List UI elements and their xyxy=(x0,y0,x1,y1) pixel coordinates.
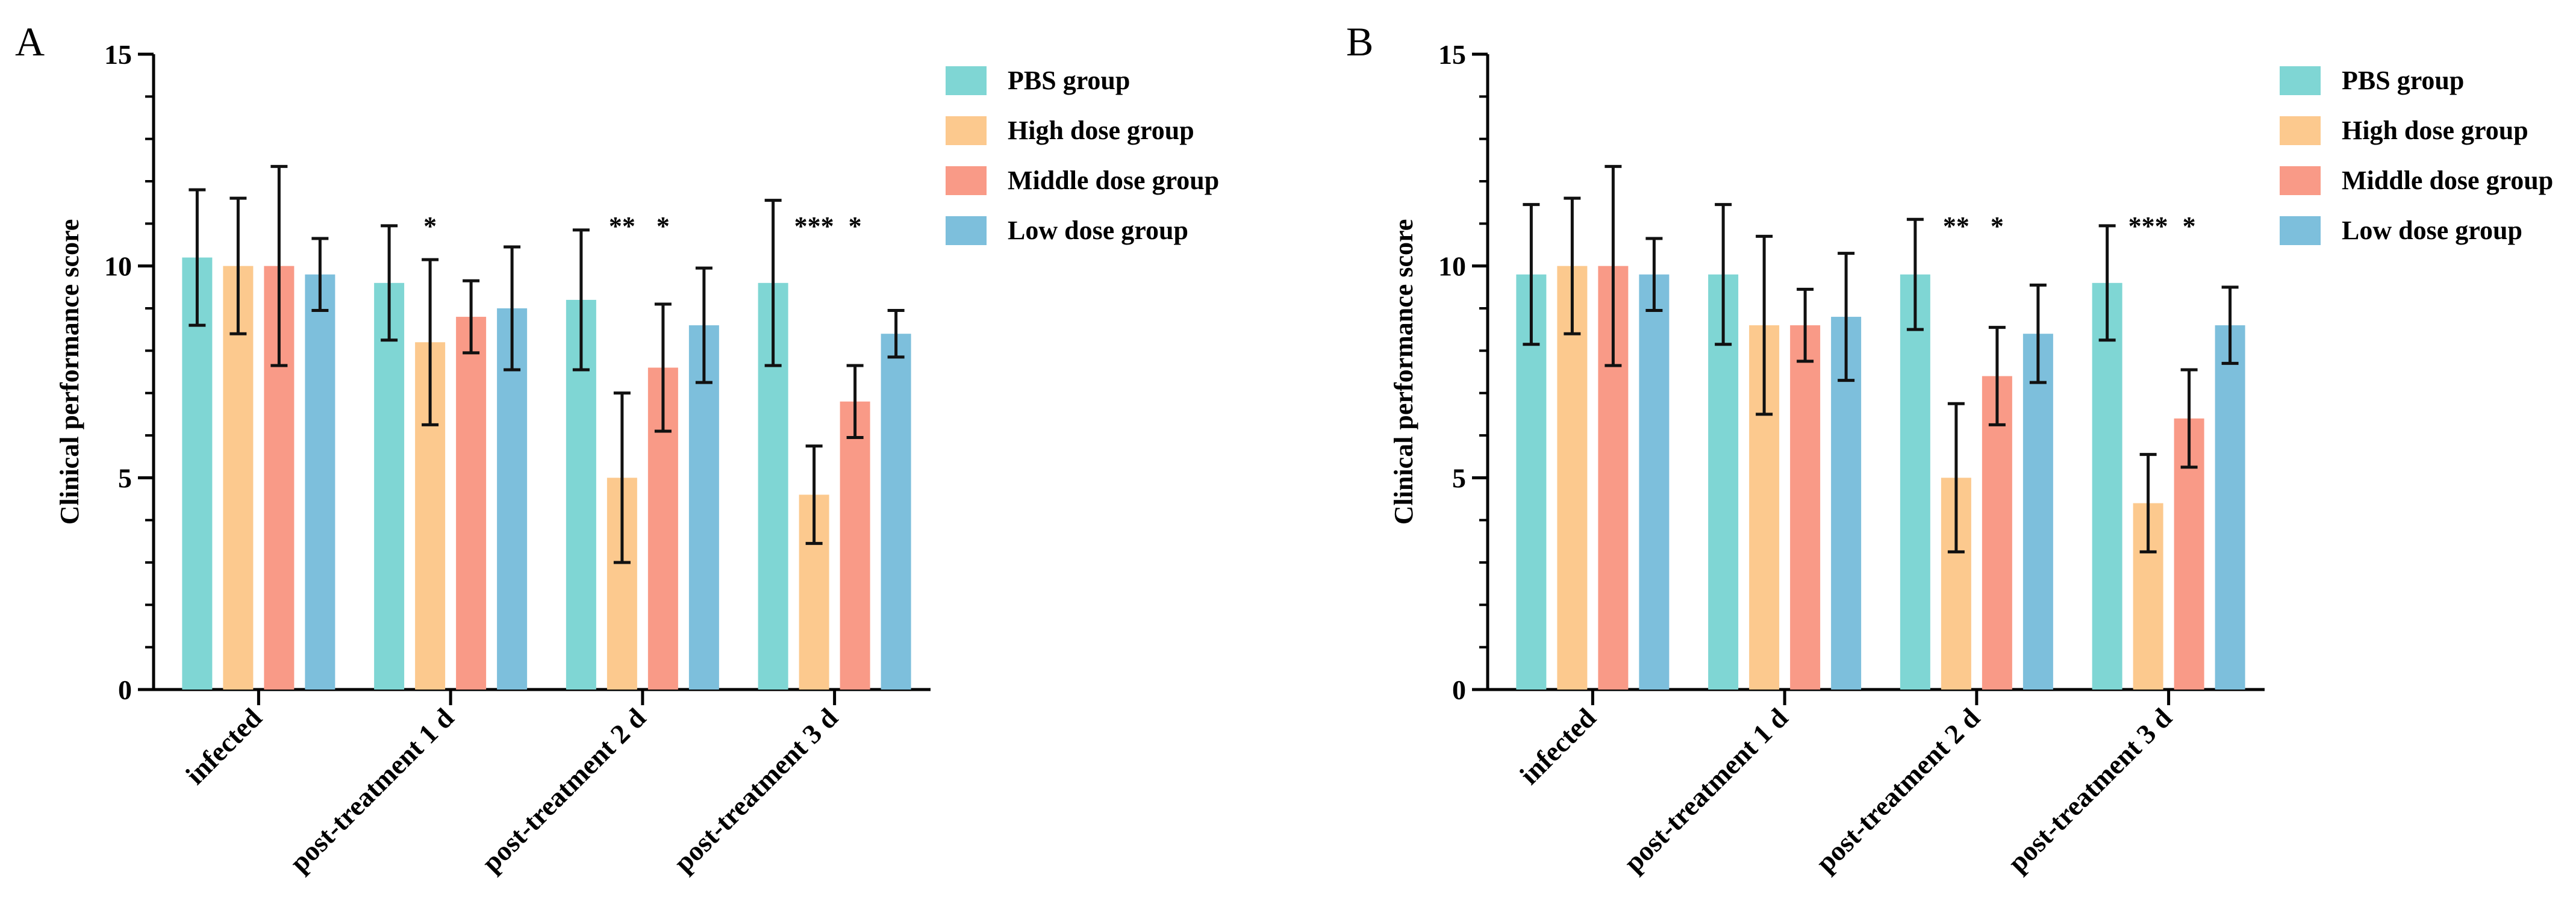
x-category-label: post-treatment 1 d xyxy=(284,702,460,878)
y-tick-label: 5 xyxy=(118,463,132,493)
legend-swatch xyxy=(2280,66,2321,95)
significance-marker: * xyxy=(2183,211,2196,241)
legend-swatch xyxy=(2280,166,2321,195)
significance-marker: * xyxy=(423,211,437,241)
x-category-label: post-treatment 1 d xyxy=(1618,702,1794,878)
x-category-label: infected xyxy=(179,702,268,791)
bar xyxy=(182,257,213,690)
bar xyxy=(2022,334,2053,690)
bar xyxy=(840,401,870,690)
x-category-label: post-treatment 2 d xyxy=(1810,702,1986,878)
bar xyxy=(456,317,487,690)
legend-label: PBS group xyxy=(1008,66,1130,95)
bar xyxy=(223,266,254,690)
legend-swatch xyxy=(946,166,987,195)
legend-label: Low dose group xyxy=(1008,216,1188,245)
bar xyxy=(2092,282,2122,690)
x-category-label: post-treatment 3 d xyxy=(668,702,844,878)
significance-marker: * xyxy=(656,211,670,241)
panel-letter: A xyxy=(15,19,45,64)
bar xyxy=(1639,274,1670,690)
y-tick-label: 15 xyxy=(104,39,132,70)
y-tick-label: 15 xyxy=(1438,39,1466,70)
significance-marker: *** xyxy=(794,211,834,241)
y-axis-title: Clinical performance score xyxy=(1389,219,1418,525)
y-tick-label: 0 xyxy=(1452,674,1466,705)
y-tick-label: 10 xyxy=(104,251,132,282)
bar xyxy=(1557,266,1588,690)
significance-marker: * xyxy=(849,211,862,241)
panel-letter: B xyxy=(1346,19,1373,64)
y-tick-label: 5 xyxy=(1452,463,1466,493)
legend-label: High dose group xyxy=(2342,116,2528,145)
x-category-label: post-treatment 3 d xyxy=(2002,702,2178,878)
bar xyxy=(688,325,719,690)
legend-label: Low dose group xyxy=(2342,216,2522,245)
y-tick-label: 10 xyxy=(1438,251,1466,282)
significance-marker: * xyxy=(1991,211,2004,241)
legend-swatch xyxy=(946,116,987,145)
y-tick-label: 0 xyxy=(118,674,132,705)
bar xyxy=(1900,274,1930,690)
x-category-label: infected xyxy=(1514,702,1602,791)
chart-panel-a: A 0 5 10 15 Clinical performance score infecte… xyxy=(15,19,1219,878)
bar xyxy=(881,334,911,690)
x-category-label: post-treatment 2 d xyxy=(476,702,652,878)
significance-marker: ** xyxy=(1943,211,1969,241)
legend-label: Middle dose group xyxy=(2342,166,2553,195)
legend: PBS group High dose group Middle dose grou… xyxy=(946,66,1219,245)
significance-marker: *** xyxy=(2128,211,2168,241)
bar xyxy=(1790,325,1821,690)
bar xyxy=(374,282,405,690)
bar xyxy=(2215,325,2245,690)
legend-label: PBS group xyxy=(2342,66,2464,95)
bar xyxy=(497,308,528,690)
legend-swatch xyxy=(2280,216,2321,245)
legend-label: High dose group xyxy=(1008,116,1194,145)
y-axis-title: Clinical performance score xyxy=(55,219,84,525)
legend-swatch xyxy=(946,66,987,95)
legend-swatch xyxy=(946,216,987,245)
chart-panel-b: B 0 5 10 15 Clinical performance score infecte… xyxy=(1346,19,2553,878)
legend: PBS group High dose group Middle dose grou… xyxy=(2280,66,2553,245)
bar xyxy=(305,274,335,690)
legend-swatch xyxy=(2280,116,2321,145)
bar xyxy=(1982,376,2012,690)
significance-marker: ** xyxy=(609,211,635,241)
legend-label: Middle dose group xyxy=(1008,166,1219,195)
